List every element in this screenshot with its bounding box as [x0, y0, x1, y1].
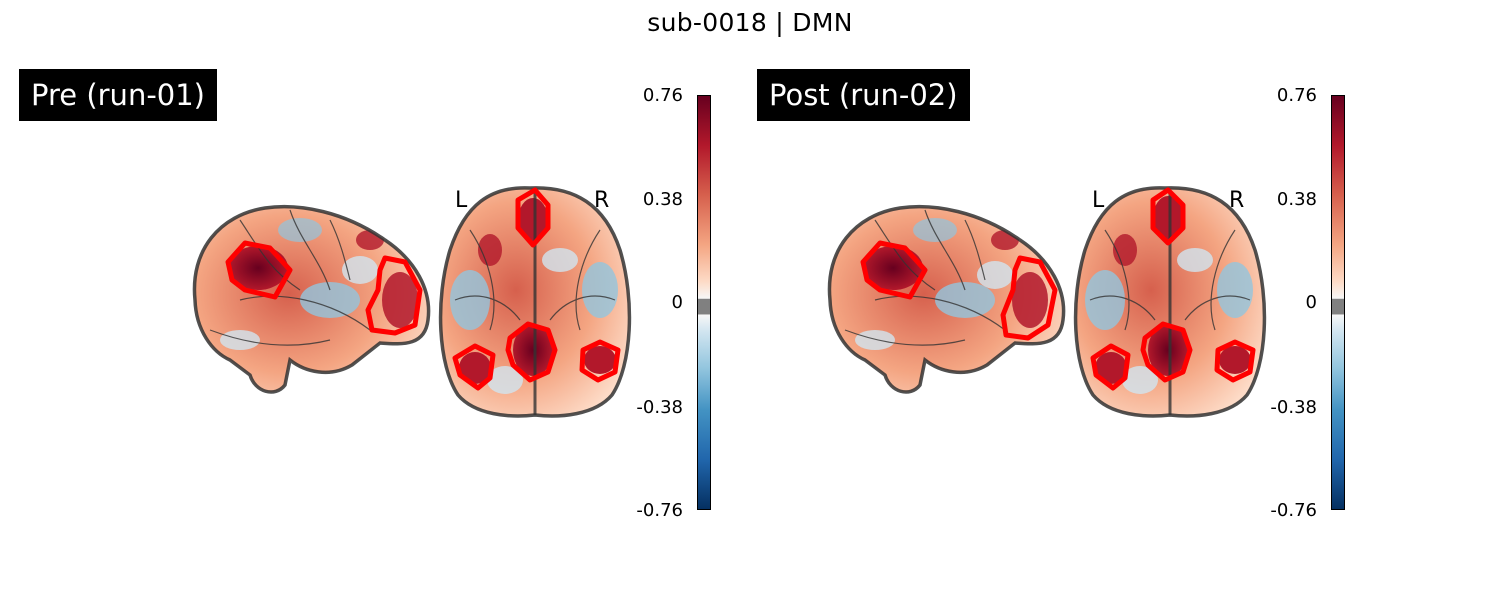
roi-outline: [1090, 187, 1256, 391]
colorbar-tick: 0.76: [1276, 85, 1317, 106]
panel-pre: Pre (run-01): [0, 0, 740, 600]
colorbar-tick: 0.38: [1276, 189, 1317, 210]
colorbar-tick: 0: [671, 292, 683, 313]
colorbar-tick: -0.38: [636, 397, 683, 418]
colorbar-tick: 0.76: [642, 85, 683, 106]
colorbar: [697, 95, 711, 510]
sagittal-view: [829, 206, 1064, 393]
brain-views-pre: [192, 186, 632, 418]
colorbar-tick: -0.38: [1270, 397, 1317, 418]
right-marker: R: [1229, 188, 1245, 213]
roi-outline: [452, 187, 621, 391]
brain-views-post: [827, 186, 1267, 418]
panel-label-pre: Pre (run-01): [19, 69, 217, 121]
figure-title: sub-0018 | DMN: [647, 8, 853, 37]
panel-label-post: Post (run-02): [757, 69, 970, 121]
left-marker: L: [455, 188, 468, 213]
colorbar: [1331, 95, 1345, 510]
panel-post: Post (run-02): [738, 0, 1478, 600]
colorbar-tick: -0.76: [1270, 500, 1317, 521]
colorbar-tick: -0.76: [636, 500, 683, 521]
roi-outline: [860, 240, 1058, 341]
colorbar-tick: 0: [1305, 292, 1317, 313]
sagittal-view: [194, 206, 429, 393]
right-marker: R: [594, 188, 610, 213]
roi-outline: [225, 240, 423, 336]
left-marker: L: [1092, 188, 1105, 213]
colorbar-tick: 0.38: [642, 189, 683, 210]
